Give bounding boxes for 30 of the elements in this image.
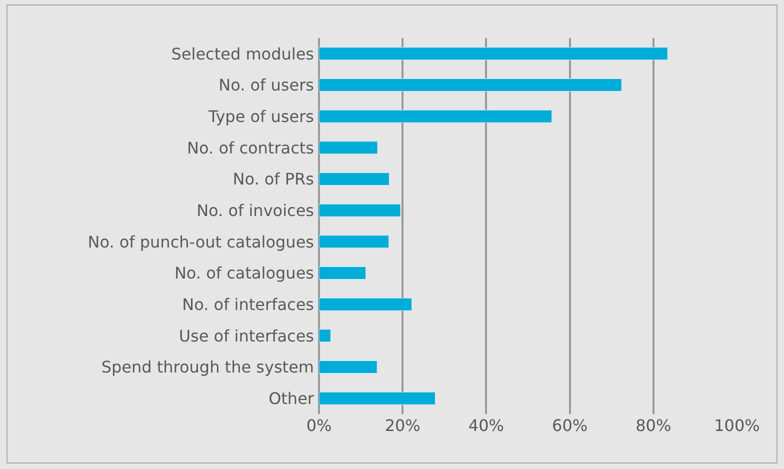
bar [319, 110, 552, 123]
x-tick-label: 100% [714, 416, 760, 435]
x-tick-label: 40% [468, 416, 504, 435]
y-tick-label: No. of contracts [187, 138, 314, 158]
bar [319, 266, 366, 280]
y-tick-label: No. of PRs [232, 170, 314, 189]
x-tick-label: 0% [306, 416, 332, 435]
y-tick-label: No. of catalogues [174, 264, 314, 283]
x-tick-label: 60% [552, 416, 588, 435]
bar [319, 298, 412, 311]
y-tick-label: Type of users [207, 106, 314, 126]
y-tick-label: No. of users [218, 76, 314, 95]
bar [319, 141, 378, 154]
x-tick-label: 80% [636, 416, 672, 435]
bar [319, 235, 390, 248]
bar [319, 47, 668, 60]
y-tick-label: No. of punch-out catalogues [88, 232, 314, 252]
bar [319, 204, 401, 217]
y-tick-label: No. of invoices [196, 200, 314, 220]
bar [319, 360, 378, 374]
x-tick-label: 20% [384, 416, 420, 435]
bar [319, 78, 622, 92]
bar [319, 172, 390, 186]
y-tick-label: Other [268, 388, 314, 408]
bar [319, 392, 436, 405]
y-tick-label: Use of interfaces [178, 326, 314, 346]
bar [319, 329, 331, 342]
y-tick-label: Spend through the system [101, 358, 314, 377]
y-tick-label: Selected modules [171, 44, 314, 64]
y-tick-label: No. of interfaces [182, 294, 314, 314]
